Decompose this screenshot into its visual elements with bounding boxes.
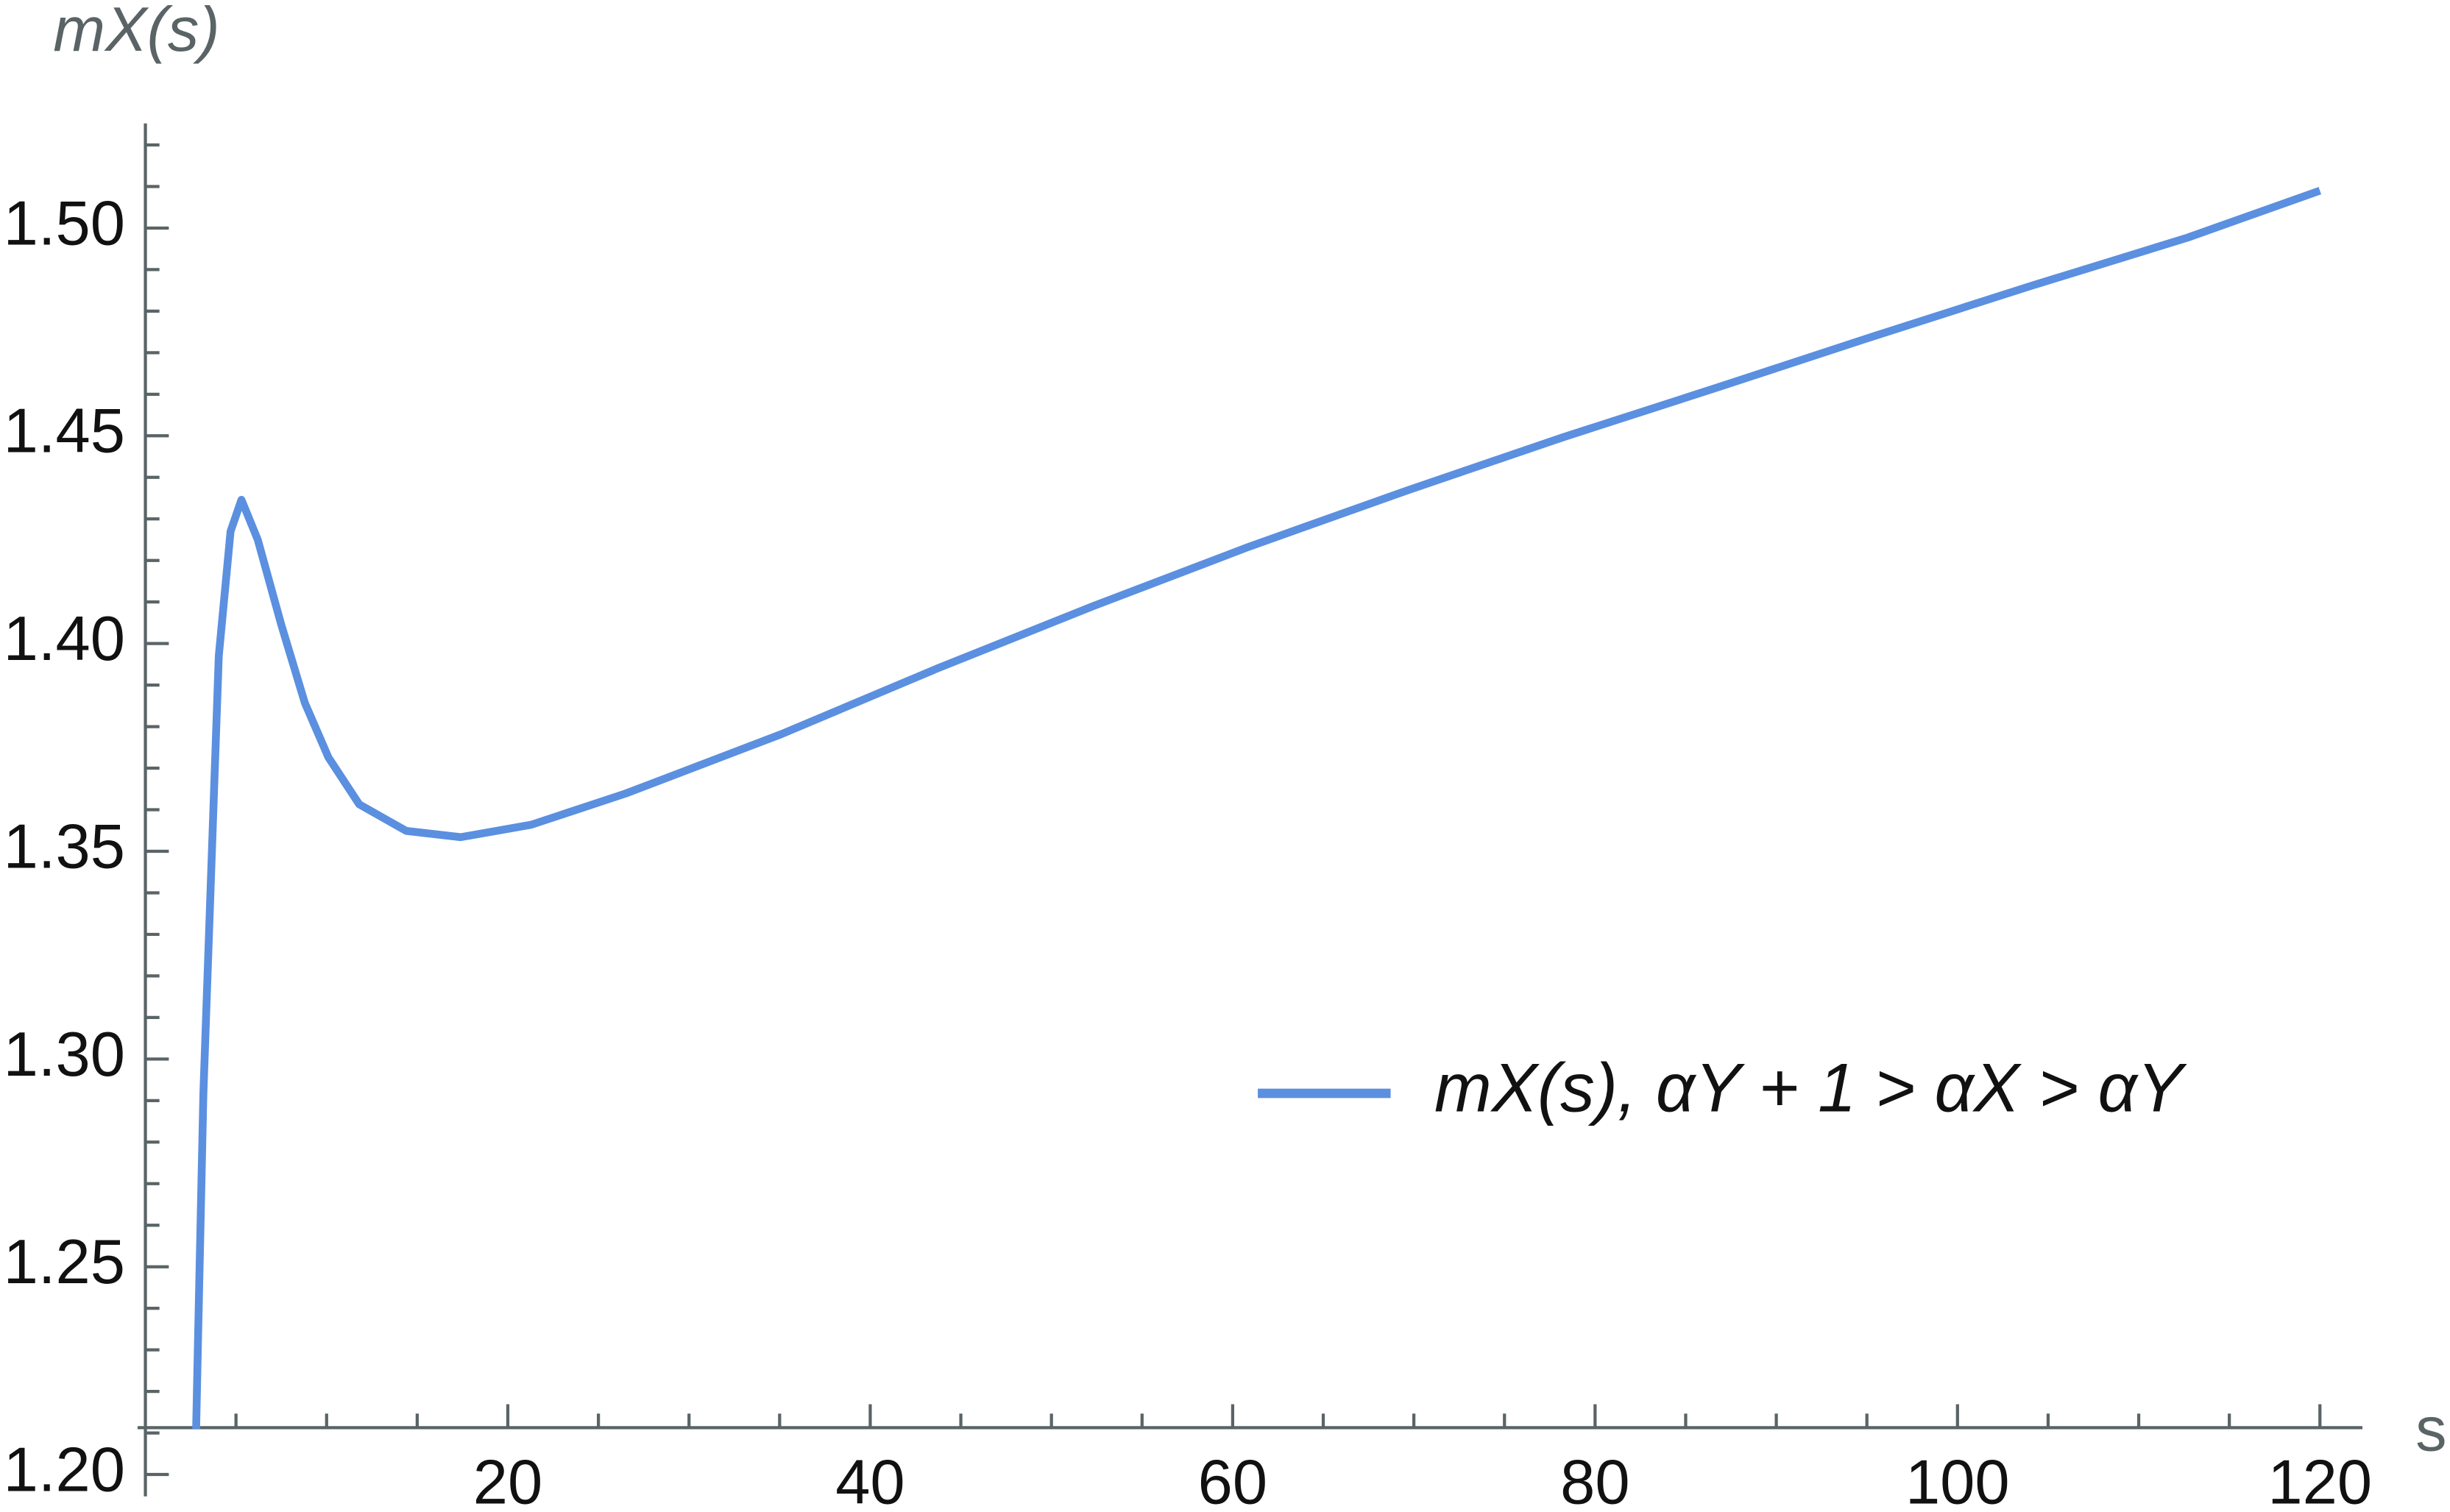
x-tick-label: 40	[835, 1447, 904, 1512]
x-tick-label: 100	[1905, 1447, 2010, 1512]
y-tick-label: 1.40	[4, 603, 125, 673]
y-tick-label: 1.50	[4, 188, 125, 258]
x-axis-label: s	[2415, 1394, 2446, 1463]
y-tick-label: 1.35	[4, 811, 125, 881]
x-tick-label: 80	[1560, 1447, 1629, 1512]
y-tick-label: 1.45	[4, 396, 125, 466]
y-axis-label: mX(s)	[53, 0, 219, 64]
y-tick-label: 1.30	[4, 1019, 125, 1089]
legend-label: mX(s), αY + 1 > αX > αY	[1434, 1049, 2187, 1126]
y-tick-label: 1.25	[4, 1227, 125, 1296]
y-tick-label: 1.20	[4, 1434, 125, 1504]
x-tick-label: 60	[1198, 1447, 1267, 1512]
line-series	[192, 187, 2322, 1430]
x-tick-label: 120	[2267, 1447, 2372, 1512]
x-tick-label: 20	[473, 1447, 542, 1512]
